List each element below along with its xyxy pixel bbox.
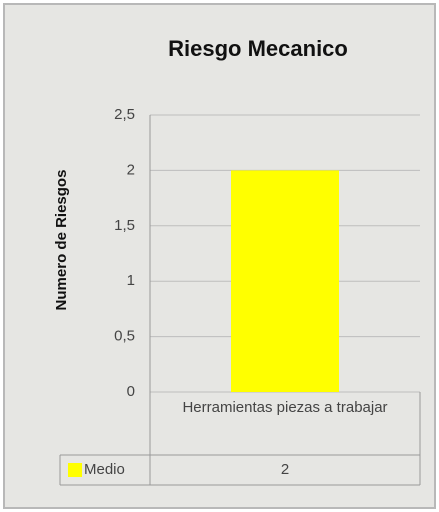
y-tick-label: 2,5 xyxy=(114,106,135,123)
y-tick-label: 0,5 xyxy=(114,328,135,345)
y-tick-label: 1 xyxy=(127,272,135,289)
legend-label: Medio xyxy=(84,461,125,478)
y-tick-label: 1,5 xyxy=(114,217,135,234)
legend-key xyxy=(68,463,82,477)
y-axis-label: Numero de Riesgos xyxy=(53,170,70,311)
bar xyxy=(231,170,339,392)
chart-title: Riesgo Mecanico xyxy=(168,36,348,61)
table-value: 2 xyxy=(281,461,289,478)
y-tick-label: 2 xyxy=(127,161,135,178)
chart-background xyxy=(3,3,436,509)
y-tick-label: 0 xyxy=(127,383,135,400)
x-tick-label: Herramientas piezas a trabajar xyxy=(182,399,388,416)
